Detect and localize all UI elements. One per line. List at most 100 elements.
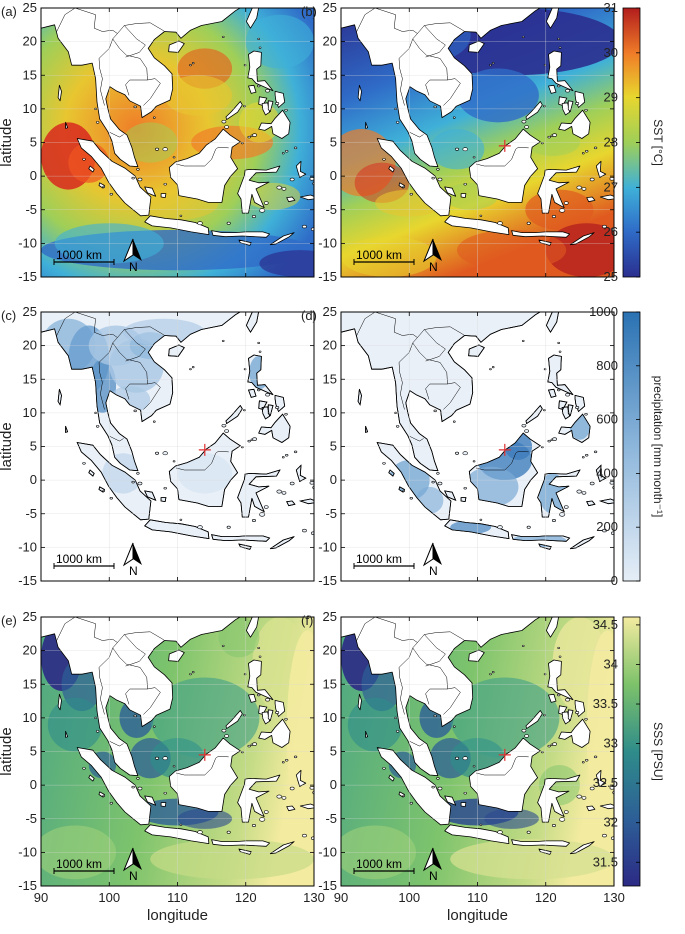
islet [243,105,246,108]
islet [463,791,467,795]
islet [263,201,269,205]
islet [436,168,440,171]
islet [609,786,614,790]
islet [489,673,492,676]
coastline-panay [258,400,268,410]
landmass-seram [299,194,314,201]
islet [162,147,168,152]
ytick-label: -10 [318,235,337,250]
islet [581,187,587,191]
map-area [41,312,314,581]
coastline-halmahera [295,464,307,483]
islet [172,156,176,159]
islet [163,182,167,186]
ytick-label: 10 [23,405,37,420]
islet [543,409,546,412]
landmass-bangka [444,795,457,806]
islet [312,790,314,795]
islet [289,177,295,182]
islet [281,152,285,155]
islet [382,158,386,161]
border-line [424,329,446,362]
landmass-belitung [160,802,167,807]
ytick-label: 25 [323,609,337,624]
islet [197,830,203,835]
sea-blob [47,697,103,752]
islet [82,767,86,770]
ytick-label: -15 [318,269,337,284]
north-arrow-icon: N [422,542,442,578]
colorbar-tick-label: 33.5 [593,696,618,711]
coastline-mainland [41,312,241,472]
border-line [112,342,148,400]
islet [197,221,203,226]
islet [409,497,413,500]
islet [521,644,525,648]
islet [589,177,595,182]
coastline-sumba [238,543,252,550]
xtick-label: 90 [334,890,348,905]
ytick-label: 20 [323,643,337,658]
coastline-negros [261,406,271,420]
islet [275,102,280,105]
islet [547,135,551,139]
landmass-bangka [144,795,157,806]
landmass-sumba [238,239,252,246]
islet [221,644,225,648]
coastline-panay [558,400,568,410]
islet [136,472,140,475]
islet [251,823,256,827]
landmass-sumba [538,239,552,246]
ytick-label: 5 [30,439,37,454]
landmass-sulawesi [237,774,281,823]
landmass-andaman [57,84,62,102]
ylabel: latitude [0,118,15,166]
colorbar-blues: 1000 800 600 400 200 0 precipitation [mm month… [589,304,665,588]
coastline-belitung [160,497,167,503]
islet [551,518,556,522]
colorbar-tick-label: 600 [596,412,618,427]
islet [312,181,314,186]
colorbar-tick-label: 31 [604,0,618,15]
coastline-mindoro [247,388,257,398]
coastline-belitung [460,497,467,503]
gridlines [341,312,614,581]
islet [302,833,307,838]
islet [317,786,324,791]
landmass-halmahera [295,160,307,178]
ytick-label: -5 [25,202,37,217]
coastline-timor [270,536,295,550]
coastline-nias [88,469,95,477]
ytick-label: 0 [30,168,37,183]
islet [395,730,400,733]
islet [563,810,569,814]
landmass-nicobar [365,730,369,738]
islet [462,147,468,152]
islet [557,341,561,345]
islet [431,785,435,789]
site-marker [198,748,211,761]
landmass-halmahera [295,769,307,787]
islet [463,182,467,186]
ytick-label: -10 [318,844,337,859]
islet [395,425,400,428]
landmass-mindoro [248,693,257,703]
islet [310,227,314,231]
landmass-buru [286,196,296,203]
landmass-hainan [468,649,485,662]
landmass-belitung [460,193,467,199]
ytick-label: -5 [25,506,37,521]
islet [293,450,298,454]
islet [95,730,100,733]
islet [526,830,531,834]
colorbar-tick-label: 32 [604,815,618,830]
landmass-halmahera [595,160,607,178]
islet [575,711,580,714]
map-panel-a: 1000 km N 25 20 15 10 5 0 -5 -10 -15 (a) latitude [0,0,315,284]
islet [247,744,251,748]
ytick-label: 25 [23,0,37,15]
islet [109,193,113,196]
scale-bar-label: 1000 km [56,552,102,566]
ytick-label: 20 [323,34,337,49]
islet [163,791,167,795]
